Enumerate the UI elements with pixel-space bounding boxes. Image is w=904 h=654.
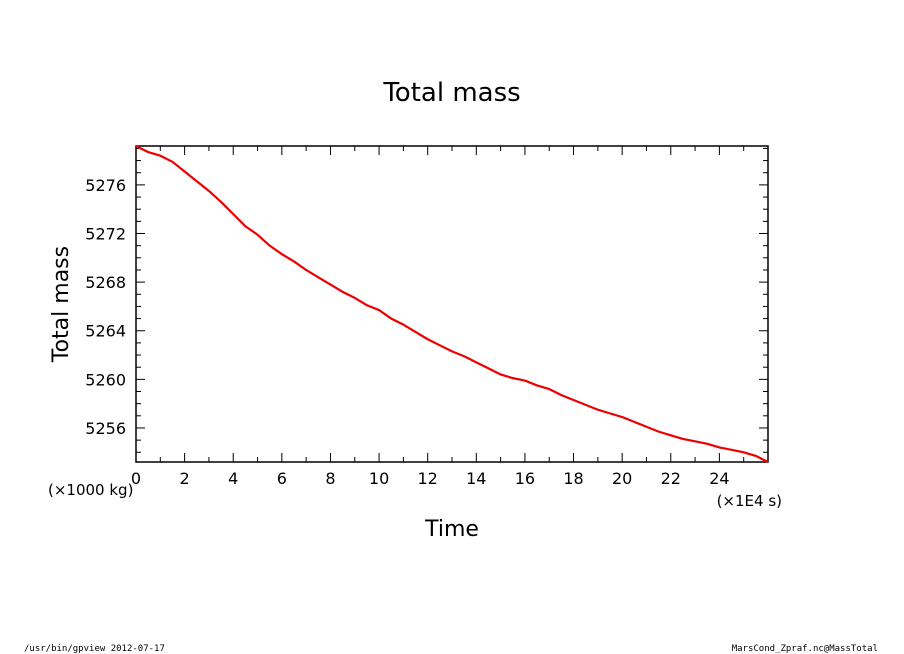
x-axis: 0 2 4 6 8 10 12 14 16 18 20 22 24 bbox=[131, 146, 769, 488]
y-tick-label: 5256 bbox=[85, 419, 126, 438]
y-tick-label: 5272 bbox=[85, 225, 126, 244]
y-unit-label: (×1000 kg) bbox=[48, 481, 133, 499]
footer-right: MarsCond_Zpraf.nc@MassTotal bbox=[732, 644, 878, 654]
series-group bbox=[135, 145, 769, 463]
x-tick-label: 4 bbox=[228, 469, 238, 488]
x-tick-label: 22 bbox=[661, 469, 681, 488]
x-tick-label: 14 bbox=[466, 469, 486, 488]
x-tick-label: 6 bbox=[277, 469, 287, 488]
x-tick-label: 8 bbox=[325, 469, 335, 488]
footer-left: /usr/bin/gpview 2012-07-17 bbox=[24, 644, 165, 654]
x-tick-label: 18 bbox=[563, 469, 583, 488]
x-tick-label: 10 bbox=[369, 469, 389, 488]
y-axis-label: Total mass bbox=[49, 246, 74, 363]
x-tick-label: 2 bbox=[180, 469, 190, 488]
x-tick-label: 12 bbox=[418, 469, 438, 488]
plot-frame bbox=[135, 145, 769, 463]
y-tick-label: 5276 bbox=[85, 176, 126, 195]
y-axis: 5256 5260 5264 5268 5272 5276 bbox=[85, 147, 768, 453]
y-tick-label: 5264 bbox=[85, 322, 126, 341]
series-line bbox=[135, 145, 769, 463]
chart-title: Total mass bbox=[382, 78, 520, 108]
y-tick-label: 5268 bbox=[85, 273, 126, 292]
x-axis-label: Time bbox=[424, 517, 479, 542]
x-unit-label: (×1E4 s) bbox=[717, 492, 782, 510]
y-tick-label: 5260 bbox=[85, 370, 126, 389]
x-tick-label: 0 bbox=[131, 469, 141, 488]
x-tick-label: 16 bbox=[515, 469, 535, 488]
x-tick-label: 20 bbox=[612, 469, 632, 488]
x-tick-label: 24 bbox=[709, 469, 729, 488]
